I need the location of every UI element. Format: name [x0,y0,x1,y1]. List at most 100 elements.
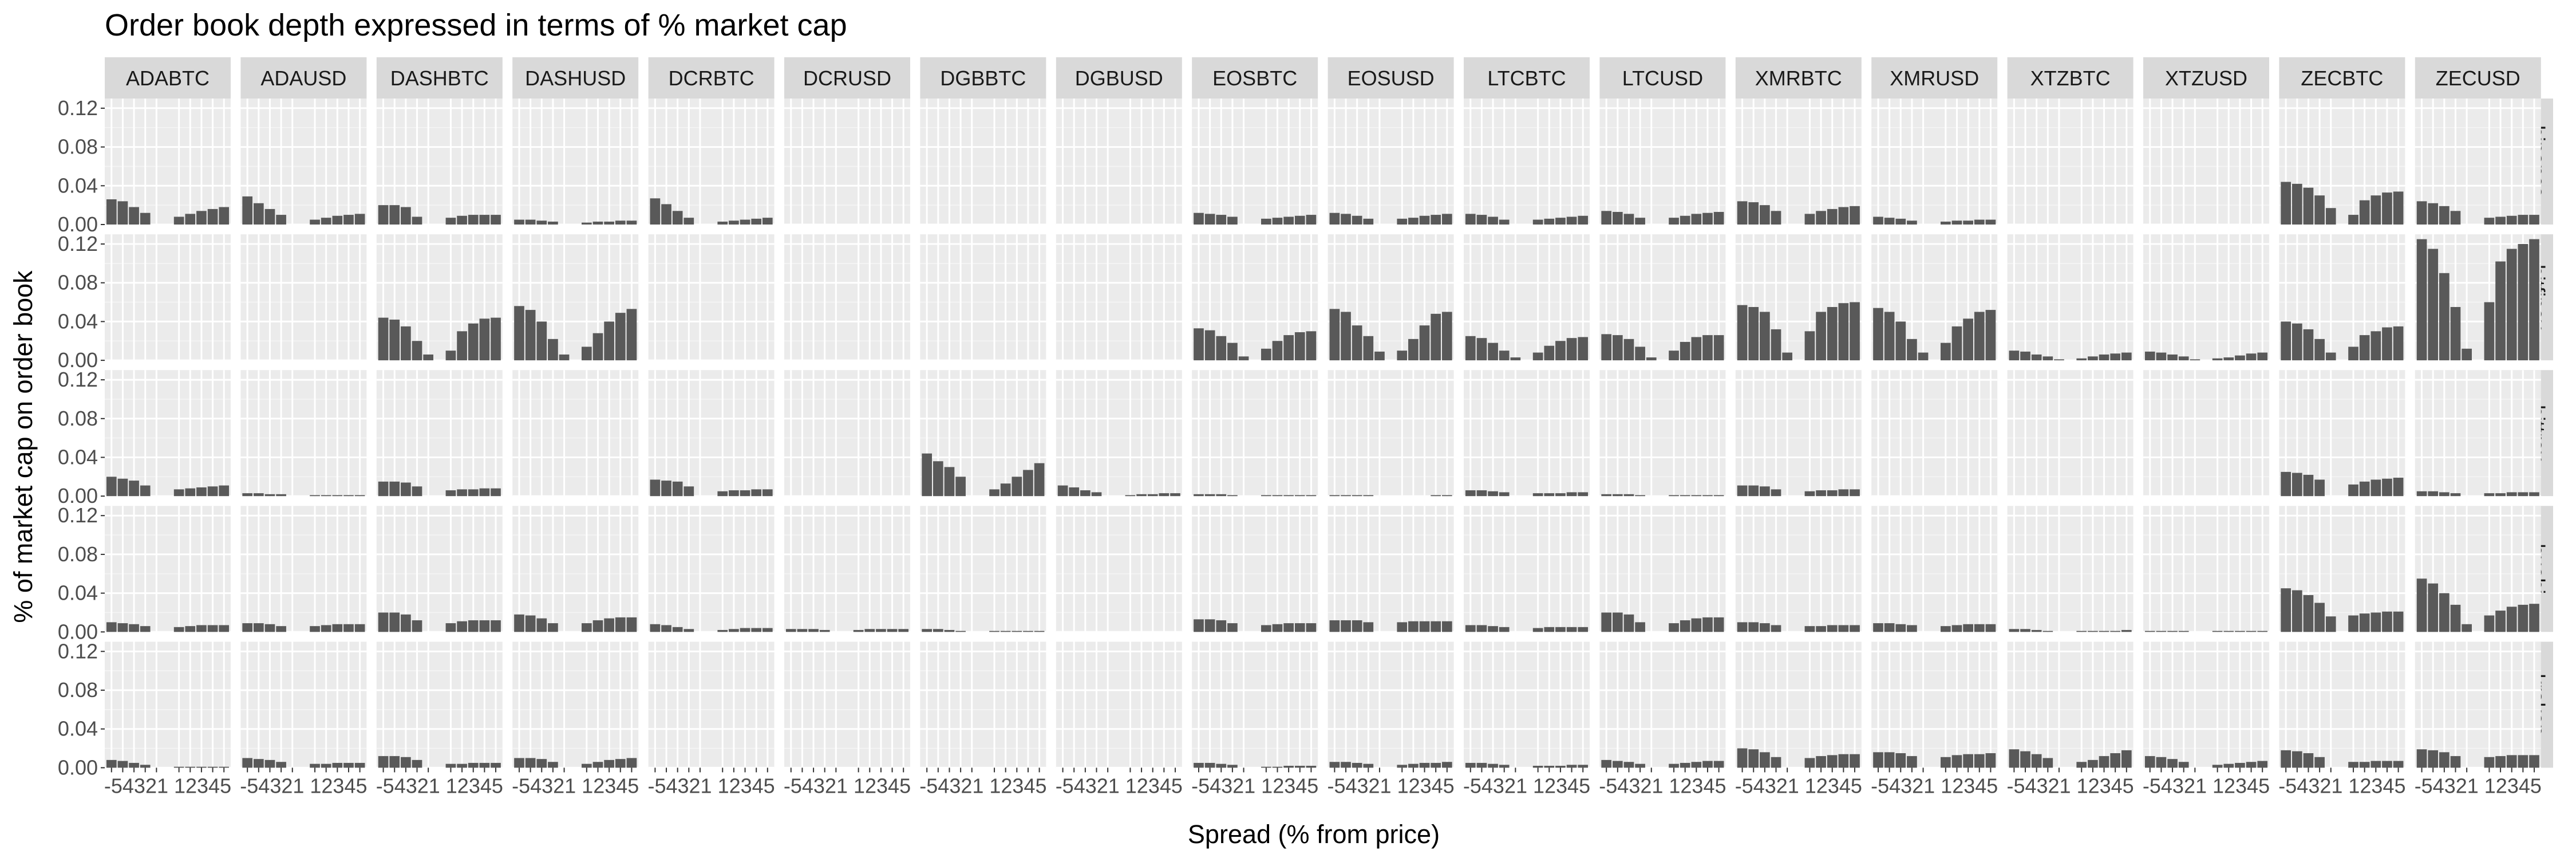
bar [378,612,389,632]
bar [1974,754,1985,768]
bar [343,762,354,768]
bar [1601,612,1612,632]
column-strip-label: XMRUSD [1890,66,1979,90]
y-tick-label: 0.08 [58,271,98,294]
bar [2031,754,2042,768]
panel-background [2007,99,2134,225]
bar [933,461,943,497]
bar [401,207,411,225]
column-strip-label: DASHBTC [390,66,489,90]
x-tick-labels: -54321 12345 [1735,774,1862,797]
bar [2121,629,2132,632]
bar [626,617,637,632]
bar [1261,495,1271,497]
bar [389,481,400,497]
bar [2042,758,2053,768]
bar [1816,312,1826,361]
bar [2495,261,2506,361]
bar [2370,331,2381,361]
bar [264,208,275,225]
y-tick-label: 0.08 [58,135,98,159]
bar [412,759,422,768]
bar [615,221,626,225]
bar [1441,762,1452,768]
bar [2178,356,2189,361]
bar [1329,212,1340,225]
panel-background [1735,370,1862,497]
bar [1306,495,1317,497]
bar [1329,495,1340,497]
bar [2439,206,2449,225]
bar [1352,325,1362,361]
panel-background [1871,641,1998,768]
bar [683,218,694,225]
bar [944,467,955,497]
column-strip [105,57,231,99]
bar [457,621,467,632]
bar [2484,615,2495,632]
panel-background [648,99,775,225]
bar [2031,354,2042,361]
bar [2281,588,2291,632]
bar [106,199,117,225]
bar [876,629,886,632]
bar [2223,631,2234,632]
bar [2314,757,2325,768]
bar [592,221,603,225]
bar [1635,347,1645,361]
bar [129,762,139,768]
bar [207,486,218,497]
bar [1623,338,1634,361]
bar [1306,623,1317,632]
y-tick-label: 0.04 [58,174,98,197]
panel-background [105,641,231,768]
bar [129,481,139,497]
bar [1499,351,1510,361]
bar [173,489,184,497]
bar [219,625,230,632]
y-tick-label: 0.04 [58,446,98,469]
column-strip-label: LTCUSD [1622,66,1703,90]
bar [1850,302,1860,361]
bar [898,629,909,632]
bar [1737,201,1748,225]
bar [1691,618,1702,632]
bar [1272,495,1283,497]
bar [1431,313,1441,361]
panel-background [1599,99,1726,225]
bar [1985,219,1996,225]
bar [1612,612,1623,632]
bar [1441,214,1452,225]
panel-background [1464,370,1590,497]
bar [1669,218,1679,225]
bar [1737,622,1748,632]
bar [2076,762,2087,768]
bar [762,489,773,497]
bar [2428,249,2439,361]
bar [2303,753,2314,768]
bar [332,215,343,225]
bar [864,629,875,632]
bar [185,488,196,497]
column-strip-label: DASHUSD [525,66,626,90]
bar [2439,492,2449,497]
bar [717,221,728,225]
bar [1194,762,1204,768]
bar [2348,484,2358,497]
bar [1555,493,1566,497]
bar [2235,631,2245,632]
bar [242,493,253,497]
bar [672,627,683,632]
bar [1363,336,1374,361]
bar [2529,492,2539,497]
bar [1352,620,1362,632]
bar [650,624,661,632]
x-tick-labels: -54321 12345 [104,774,231,797]
bar [1238,356,1249,361]
bar [242,196,253,225]
bar [1441,495,1452,497]
bar [1907,625,1917,632]
bar [1985,310,1996,361]
column-strip [1871,57,1998,99]
